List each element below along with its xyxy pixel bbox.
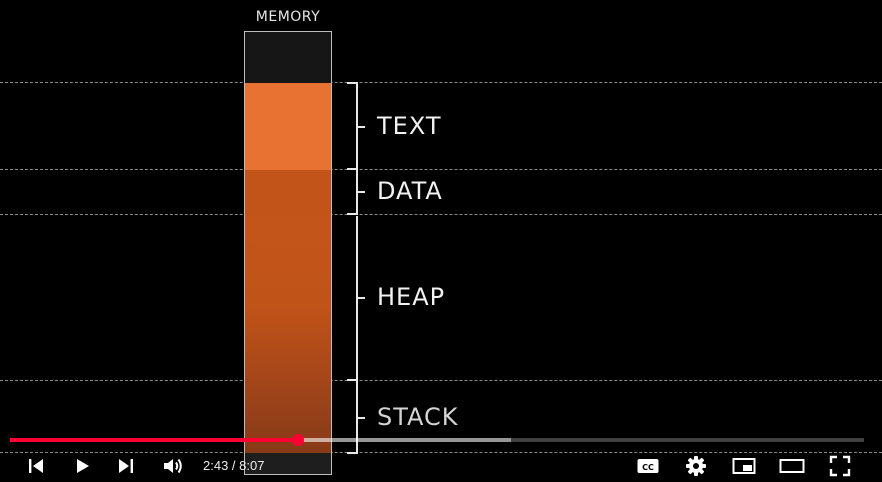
- bracket-tick: [347, 82, 358, 84]
- duration: 8:07: [239, 458, 265, 473]
- volume-icon: [164, 458, 182, 474]
- text-segment: [245, 83, 331, 170]
- next-button[interactable]: [114, 454, 138, 478]
- divider-line: [0, 169, 882, 170]
- data-label: DATA: [377, 177, 443, 205]
- settings-button[interactable]: [683, 454, 709, 478]
- bracket-tick: [347, 213, 358, 215]
- captions-icon: CC: [637, 459, 659, 473]
- miniplayer-button[interactable]: [731, 454, 757, 478]
- svg-text:CC: CC: [642, 463, 654, 472]
- data-bracket: [356, 170, 358, 214]
- heap-label: HEAP: [377, 283, 446, 311]
- time-display: 2:43 / 8:07: [203, 458, 264, 473]
- fullscreen-icon: [829, 455, 851, 477]
- miniplayer-icon: [732, 458, 756, 474]
- bracket-tick: [358, 417, 365, 419]
- previous-button[interactable]: [24, 454, 48, 478]
- volume-button[interactable]: [160, 454, 186, 478]
- stack-segment: [245, 381, 331, 453]
- divider-line: [0, 452, 882, 453]
- settings-icon: [686, 456, 706, 476]
- play-button[interactable]: [70, 454, 94, 478]
- theater-icon: [779, 459, 805, 473]
- data-segment: [245, 170, 331, 215]
- memory-column: [244, 31, 332, 475]
- heap-bracket: [356, 216, 358, 380]
- divider-line: [0, 214, 882, 215]
- bracket-tick: [347, 452, 358, 454]
- memory-top-block: [245, 32, 331, 83]
- fullscreen-button[interactable]: [827, 454, 853, 478]
- divider-line: [0, 82, 882, 83]
- bracket-tick: [347, 379, 358, 381]
- text-bracket: [356, 83, 358, 169]
- stack-bracket: [356, 381, 358, 453]
- next-icon: [119, 459, 133, 473]
- memory-title: MEMORY: [255, 9, 321, 25]
- previous-icon: [29, 459, 43, 473]
- heap-segment: [245, 215, 331, 381]
- bracket-tick: [347, 168, 358, 170]
- memory-bottom-block: [245, 453, 331, 474]
- text-label: TEXT: [377, 112, 442, 140]
- time-separator: /: [228, 458, 240, 473]
- theater-mode-button[interactable]: [779, 454, 805, 478]
- stack-label: STACK: [377, 403, 459, 431]
- scrubber-handle[interactable]: [291, 434, 304, 446]
- play-icon: [77, 459, 89, 473]
- progress-bar[interactable]: [10, 434, 864, 446]
- bracket-tick: [358, 297, 365, 299]
- played-bar: [10, 438, 298, 442]
- captions-button[interactable]: CC: [635, 454, 661, 478]
- divider-line: [0, 380, 882, 381]
- bracket-tick: [358, 191, 365, 193]
- current-time: 2:43: [203, 458, 229, 473]
- bracket-tick: [358, 126, 365, 128]
